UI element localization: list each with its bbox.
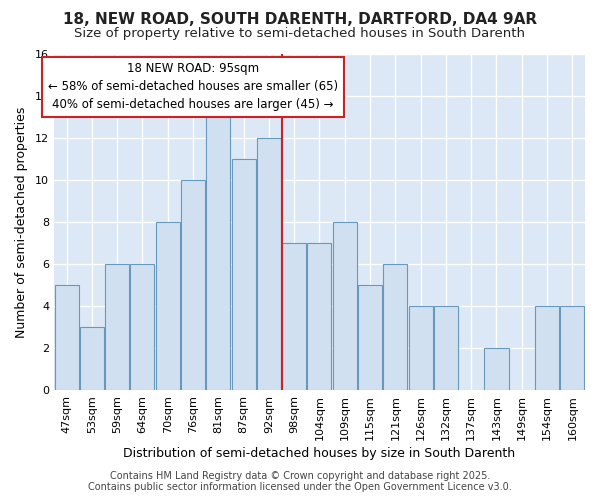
Bar	[80, 327, 104, 390]
Bar	[484, 348, 509, 390]
Text: 18, NEW ROAD, SOUTH DARENTH, DARTFORD, DA4 9AR: 18, NEW ROAD, SOUTH DARENTH, DARTFORD, D…	[63, 12, 537, 28]
Bar	[333, 222, 357, 390]
Bar	[358, 285, 382, 390]
Bar	[307, 243, 331, 390]
Bar	[560, 306, 584, 390]
Bar	[383, 264, 407, 390]
Bar	[257, 138, 281, 390]
Bar	[206, 117, 230, 390]
Text: Size of property relative to semi-detached houses in South Darenth: Size of property relative to semi-detach…	[74, 28, 526, 40]
Bar	[535, 306, 559, 390]
Bar	[156, 222, 180, 390]
Text: Contains HM Land Registry data © Crown copyright and database right 2025.
Contai: Contains HM Land Registry data © Crown c…	[88, 471, 512, 492]
Bar	[409, 306, 433, 390]
Bar	[434, 306, 458, 390]
Text: 18 NEW ROAD: 95sqm
← 58% of semi-detached houses are smaller (65)
40% of semi-de: 18 NEW ROAD: 95sqm ← 58% of semi-detache…	[48, 62, 338, 112]
X-axis label: Distribution of semi-detached houses by size in South Darenth: Distribution of semi-detached houses by …	[124, 447, 515, 460]
Bar	[181, 180, 205, 390]
Bar	[55, 285, 79, 390]
Bar	[105, 264, 129, 390]
Bar	[130, 264, 154, 390]
Bar	[282, 243, 306, 390]
Bar	[232, 159, 256, 390]
Y-axis label: Number of semi-detached properties: Number of semi-detached properties	[15, 106, 28, 338]
